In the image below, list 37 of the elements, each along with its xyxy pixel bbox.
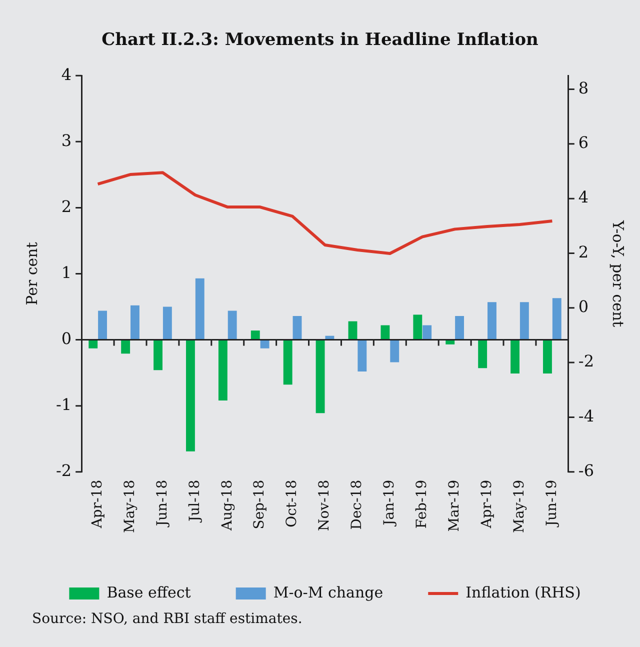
y2-tick-label: 2: [578, 242, 589, 262]
x-tick-label: May-18: [122, 480, 138, 534]
chart-title: Chart II.2.3: Movements in Headline Inflation: [100, 29, 540, 52]
y-tick-label: 4: [61, 64, 72, 84]
x-tick-label: Apr-18: [89, 480, 106, 530]
x-tick-label: Jun-18: [154, 480, 170, 528]
y2-axis-title: Y-o-Y, per cent: [609, 219, 628, 328]
y-tick-label: -1: [56, 394, 72, 414]
y2-tick-label: 0: [578, 297, 589, 316]
x-tick-label: Jan-19: [382, 480, 398, 528]
y-tick-label: -2: [56, 461, 72, 480]
x-tick-label: Dec-18: [349, 480, 366, 530]
y-tick-label: 0: [61, 328, 72, 348]
y2-tick-label: -4: [578, 406, 594, 426]
x-tick-label: Jul-18: [186, 480, 203, 524]
legend-label: Base effect: [106, 583, 191, 602]
x-tick-label: Feb-19: [414, 480, 430, 529]
x-tick-label: Oct-18: [284, 480, 300, 528]
x-tick-label: Nov-18: [316, 480, 333, 532]
x-tick-label: Mar-19: [446, 480, 462, 532]
y2-tick-label: 6: [578, 133, 589, 152]
legend-label: Inflation (RHS): [466, 583, 581, 602]
legend-label: M-o-M change: [273, 583, 384, 602]
y-tick-label: 3: [61, 130, 72, 150]
x-tick-label: Aug-18: [219, 480, 236, 532]
y2-tick-label: -6: [578, 461, 594, 480]
y2-tick-label: 4: [578, 188, 589, 207]
y2-tick-label: -2: [578, 352, 594, 371]
x-tick-label: Apr-19: [478, 480, 495, 530]
y-tick-label: 1: [61, 262, 72, 282]
x-tick-label: Sep-18: [252, 480, 268, 530]
source-note: Source: NSO, and RBI staff estimates.: [32, 611, 304, 627]
y-tick-label: 2: [61, 196, 72, 216]
x-tick-label: Jun-19: [544, 480, 560, 528]
y2-tick-label: 8: [578, 78, 589, 98]
y-axis-title: Per cent: [22, 242, 41, 306]
x-tick-label: May-19: [511, 480, 528, 534]
